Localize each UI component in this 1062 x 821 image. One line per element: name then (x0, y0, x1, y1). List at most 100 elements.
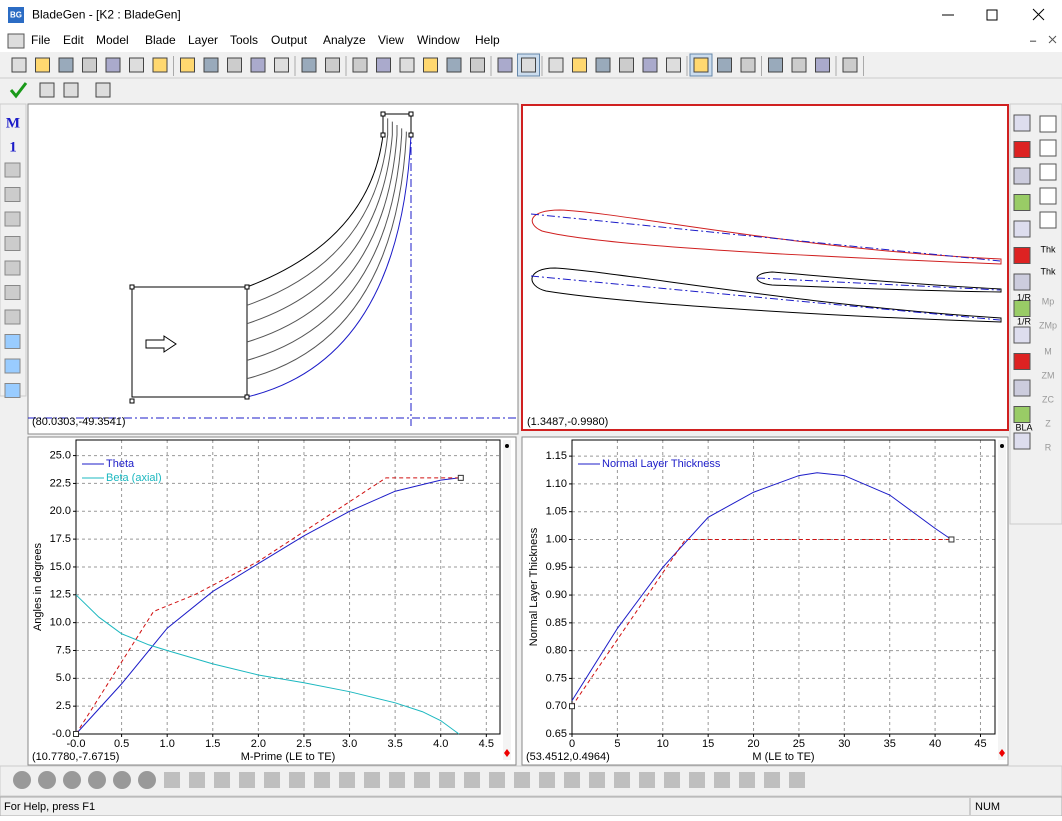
right-tool-label[interactable]: BLA (1015, 422, 1032, 432)
bottom-tool-button[interactable] (589, 772, 605, 788)
bottom-tool-button[interactable] (289, 772, 305, 788)
tool-button[interactable] (791, 57, 807, 73)
tool-button[interactable] (497, 57, 513, 73)
right-tool-label[interactable]: ZM (1042, 370, 1055, 380)
tool-button[interactable] (548, 57, 564, 73)
accept-button[interactable] (9, 82, 28, 99)
tool-button[interactable] (376, 57, 391, 73)
tool-button[interactable] (446, 57, 462, 73)
right-tool-button[interactable] (1039, 187, 1057, 205)
right-tool-button[interactable] (1013, 300, 1031, 317)
right-tool-label[interactable]: 1/R (1017, 316, 1032, 326)
tool-button[interactable] (95, 82, 111, 98)
right-tool-button[interactable] (1013, 247, 1031, 264)
tool-button[interactable] (203, 57, 219, 73)
menu-item[interactable]: Model (96, 33, 129, 47)
menu-item[interactable]: File (31, 33, 51, 47)
menu-item[interactable]: Layer (188, 33, 218, 47)
left-tool-button[interactable] (4, 236, 21, 251)
menu-item[interactable]: Blade (145, 33, 176, 47)
bottom-tool-button[interactable] (314, 772, 330, 788)
bottom-tool-button[interactable] (739, 772, 755, 788)
tool-button[interactable] (595, 57, 611, 73)
right-tool-button[interactable] (1013, 194, 1031, 211)
right-tool-label[interactable]: 1/R (1017, 292, 1032, 302)
bottom-tool-button[interactable] (564, 772, 580, 788)
left-tool-button[interactable] (4, 187, 21, 202)
menu-item[interactable]: Analyze (323, 33, 366, 47)
bottom-tool-button[interactable] (514, 772, 530, 788)
tool-button[interactable] (325, 57, 340, 73)
right-tool-button[interactable] (1039, 115, 1057, 133)
tool-button[interactable] (11, 57, 27, 73)
right-tool-button[interactable] (1013, 353, 1031, 370)
tool-button[interactable] (180, 57, 195, 73)
bottom-tool-button[interactable] (664, 772, 680, 788)
bottom-tool-button[interactable] (189, 772, 205, 788)
tool-button[interactable] (642, 57, 658, 73)
maximize-button[interactable] (986, 9, 998, 21)
tool-button[interactable] (768, 57, 783, 73)
bottom-tool-button[interactable] (38, 771, 56, 789)
mdi-close[interactable] (1048, 35, 1057, 44)
tool-button[interactable] (82, 57, 97, 73)
left-tool-button[interactable] (4, 260, 21, 276)
bottom-tool-button[interactable] (389, 772, 405, 788)
tool-button[interactable] (250, 57, 266, 73)
bottom-tool-button[interactable] (714, 772, 730, 788)
right-tool-button[interactable] (1039, 163, 1057, 181)
right-tool-label[interactable]: Thk (1040, 266, 1056, 276)
right-tool-button[interactable] (1013, 379, 1031, 397)
right-tool-label[interactable]: ZC (1042, 394, 1054, 404)
tool-button[interactable] (35, 57, 50, 73)
right-tool-button[interactable] (1039, 139, 1057, 157)
menu-item[interactable]: Window (417, 33, 460, 47)
tool-button[interactable] (274, 57, 289, 73)
right-tool-button[interactable] (1013, 141, 1031, 158)
tool-button[interactable] (399, 57, 415, 73)
tool-button[interactable] (129, 57, 144, 73)
bottom-tool-button[interactable] (13, 771, 31, 789)
left-tool-button[interactable] (4, 383, 21, 398)
tool-button[interactable] (693, 57, 709, 73)
right-tool-button[interactable] (1013, 114, 1031, 132)
tool-button[interactable] (423, 57, 438, 73)
bottom-tool-button[interactable] (639, 772, 655, 788)
bottom-tool-button[interactable] (239, 772, 255, 788)
tool-button[interactable] (619, 57, 634, 73)
close-button[interactable] (1032, 8, 1045, 21)
menu-item[interactable]: View (378, 33, 404, 47)
menu-item[interactable]: Help (475, 33, 500, 47)
tool-button[interactable] (470, 57, 485, 73)
tool-button[interactable] (842, 57, 858, 73)
bottom-tool-button[interactable] (439, 772, 455, 788)
bottom-tool-button[interactable] (414, 772, 430, 788)
tool-button[interactable] (521, 57, 536, 73)
bottom-tool-button[interactable] (464, 772, 480, 788)
bottom-tool-button[interactable] (539, 772, 555, 788)
bottom-tool-button[interactable] (138, 771, 156, 789)
bottom-tool-button[interactable] (113, 771, 131, 789)
right-tool-label[interactable]: Z (1045, 418, 1051, 428)
right-tool-label[interactable]: Thk (1040, 244, 1056, 254)
bottom-tool-button[interactable] (214, 772, 230, 788)
right-tool-button[interactable] (1013, 273, 1031, 291)
bottom-tool-button[interactable] (689, 772, 705, 788)
tool-button[interactable] (815, 57, 830, 73)
bottom-tool-button[interactable] (63, 771, 81, 789)
bottom-tool-button[interactable] (764, 772, 780, 788)
left-tool-button[interactable] (4, 358, 21, 374)
bottom-tool-button[interactable] (88, 771, 106, 789)
right-tool-label[interactable]: M (1044, 346, 1052, 356)
tool-button[interactable] (717, 57, 732, 73)
tool-button[interactable] (666, 57, 681, 73)
tool-button[interactable] (105, 57, 121, 73)
tool-button[interactable] (227, 57, 242, 73)
right-tool-button[interactable] (1013, 220, 1031, 238)
left-tool-label[interactable]: 1 (9, 139, 17, 155)
left-tool-label[interactable]: M (6, 115, 20, 131)
tool-button[interactable] (352, 57, 368, 73)
right-tool-label[interactable]: R (1045, 442, 1052, 452)
bottom-tool-button[interactable] (264, 772, 280, 788)
menu-item[interactable]: Tools (230, 33, 258, 47)
